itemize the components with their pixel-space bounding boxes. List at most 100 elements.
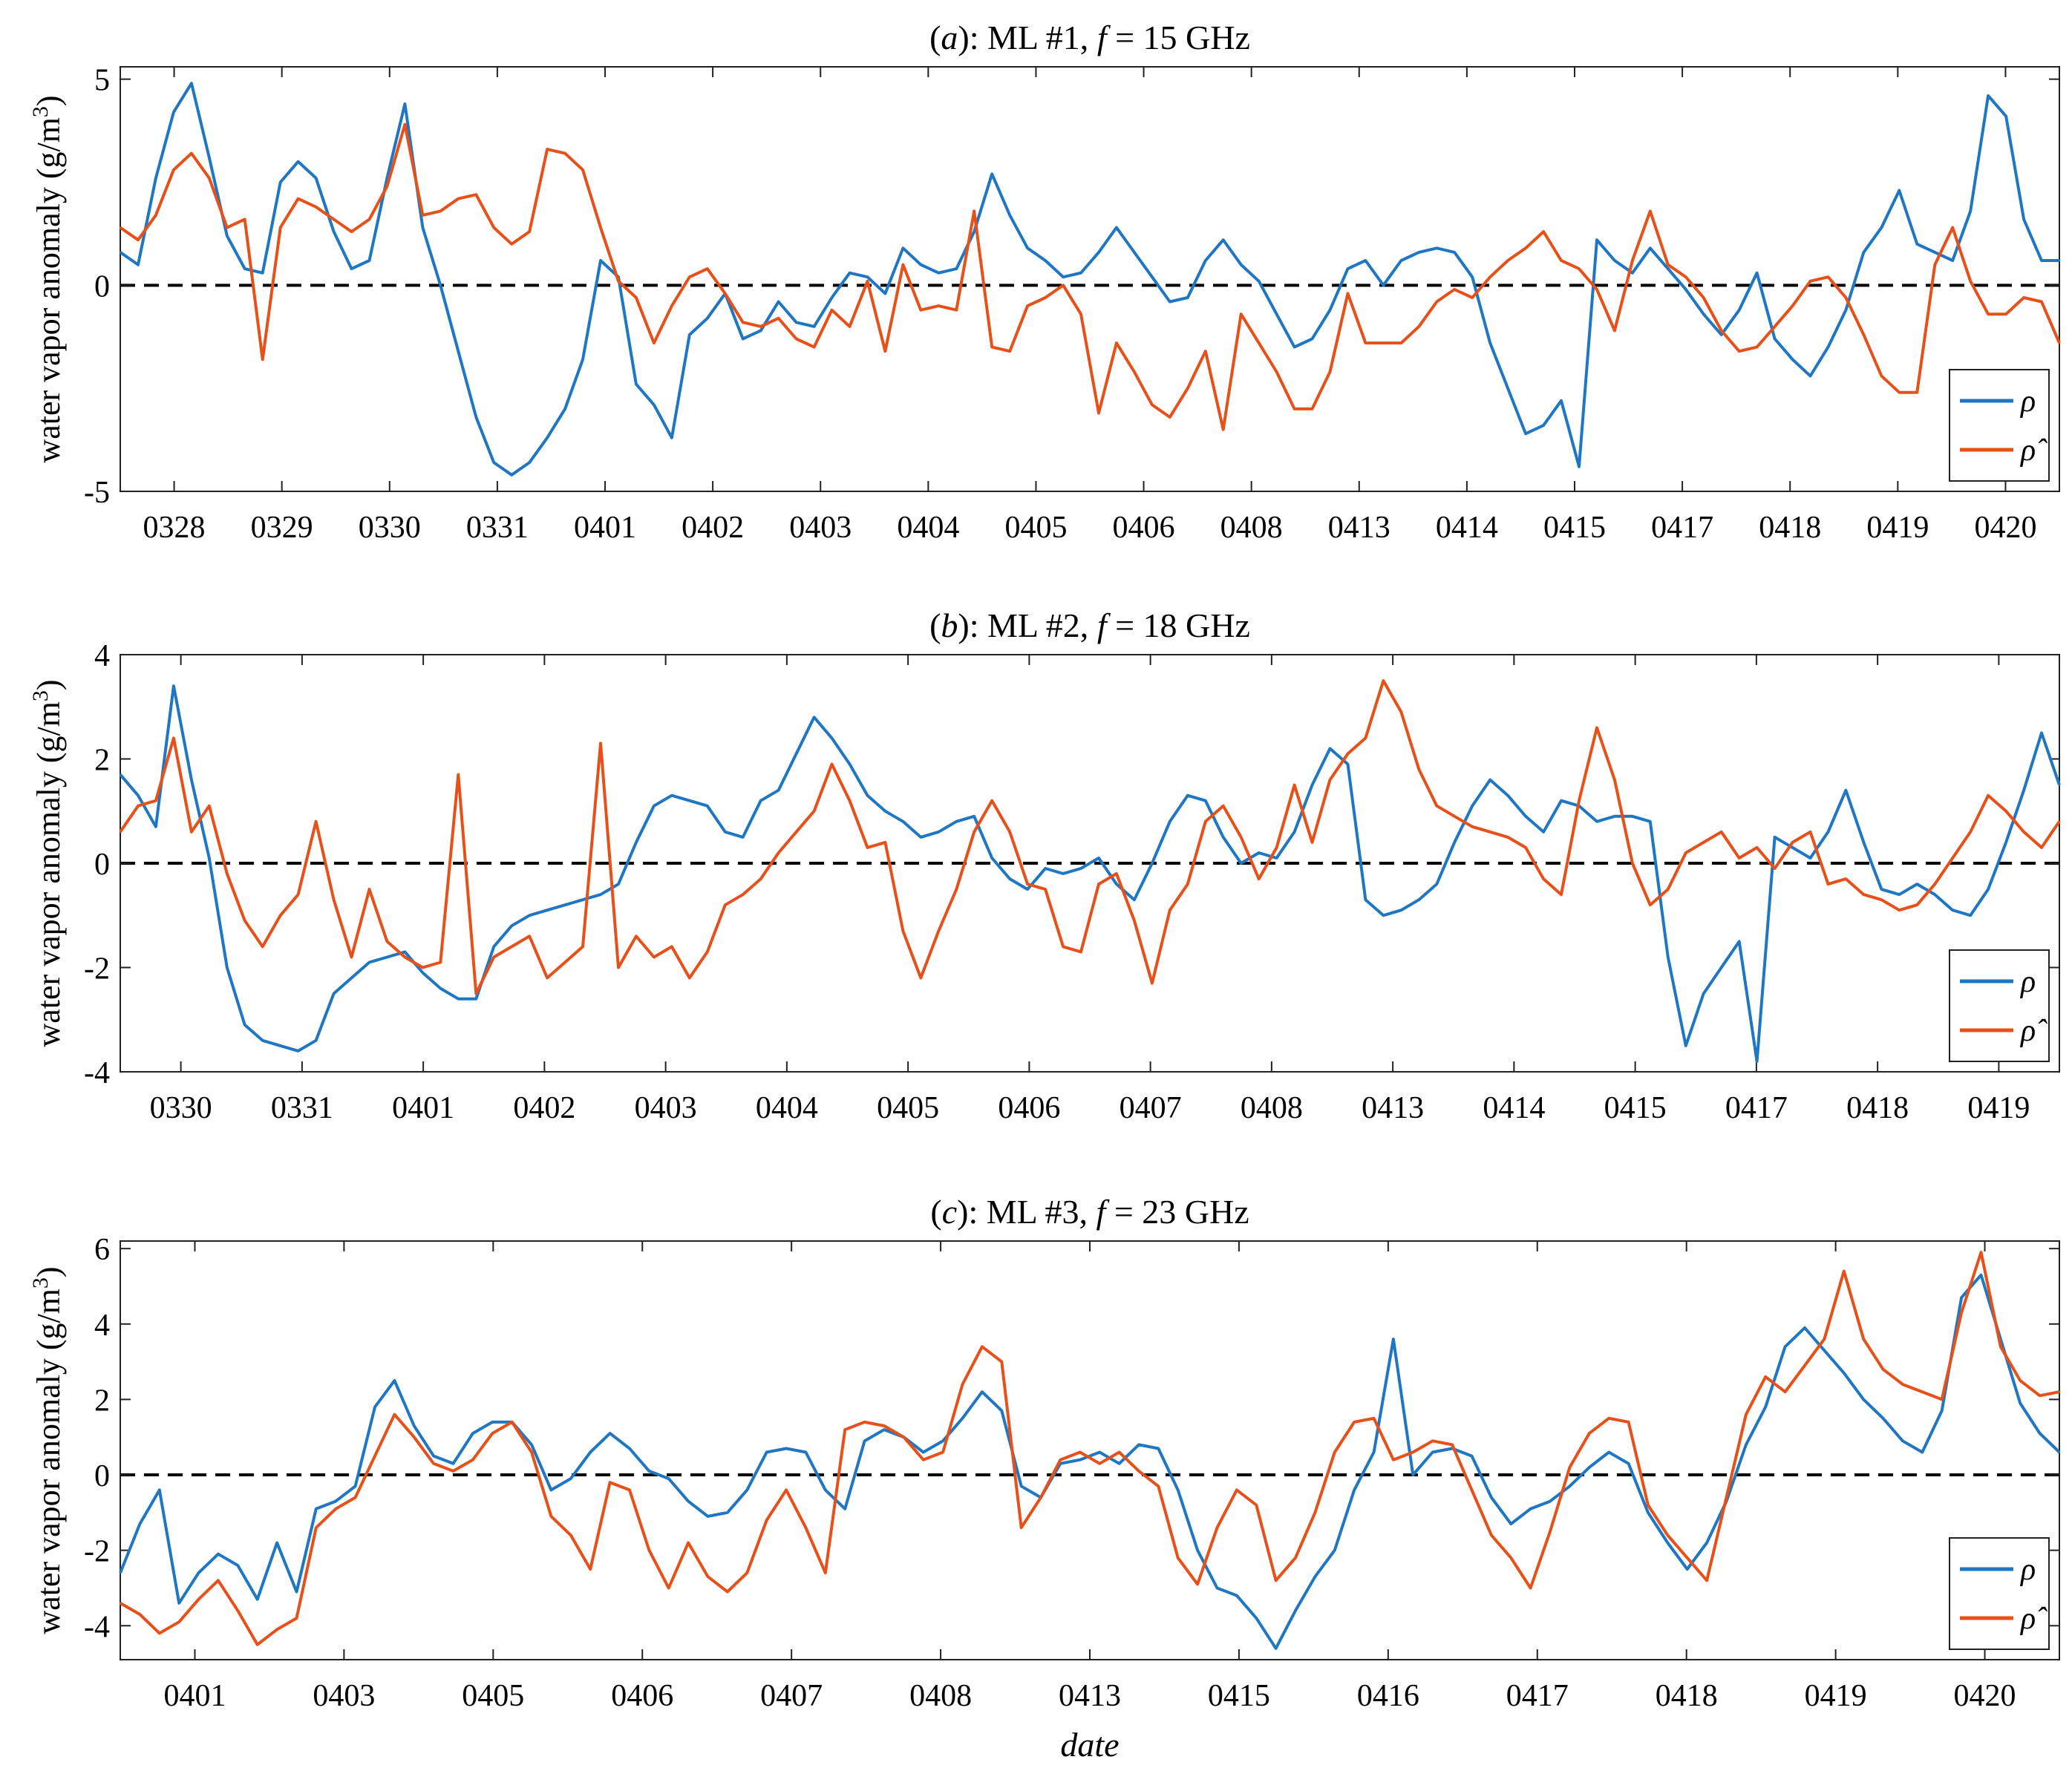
data-point-rho-hat bbox=[1365, 737, 1367, 739]
data-point-rho bbox=[1569, 1485, 1571, 1487]
data-point-rho-hat bbox=[119, 1602, 122, 1604]
data-point-rho bbox=[1863, 251, 1865, 254]
data-point-rho bbox=[335, 1500, 337, 1502]
data-point-rho bbox=[2004, 115, 2007, 117]
chart-title-letter: b bbox=[941, 606, 958, 644]
data-point-rho bbox=[1365, 899, 1367, 901]
data-point-rho bbox=[726, 1511, 729, 1514]
data-point-rho-hat bbox=[920, 977, 922, 979]
data-point-rho bbox=[1809, 375, 1811, 377]
data-point-rho-hat bbox=[158, 1632, 160, 1634]
data-point-rho bbox=[2040, 259, 2043, 262]
data-point-rho bbox=[2058, 1451, 2061, 1453]
data-point-rho-hat bbox=[1186, 387, 1189, 390]
data-point-rho bbox=[457, 350, 460, 353]
data-point-rho-hat bbox=[1392, 1459, 1395, 1461]
data-point-rho bbox=[2022, 218, 2025, 220]
data-point-rho-hat bbox=[1418, 325, 1420, 328]
data-point-rho bbox=[667, 1477, 670, 1480]
data-point-rho bbox=[119, 1571, 122, 1574]
data-point-rho bbox=[1970, 210, 1972, 212]
data-point-rho-hat bbox=[1044, 888, 1047, 891]
data-point-rho bbox=[475, 416, 477, 419]
data-point-rho bbox=[190, 82, 193, 85]
data-point-rho-hat bbox=[529, 935, 531, 937]
data-point-rho-hat bbox=[471, 1459, 474, 1461]
data-point-rho-hat bbox=[261, 359, 264, 361]
data-point-rho-hat bbox=[1738, 350, 1740, 353]
data-point-rho-hat bbox=[335, 1508, 337, 1510]
data-point-rho bbox=[1827, 346, 1829, 348]
data-point-rho-hat bbox=[1009, 831, 1011, 834]
data-point-rho bbox=[1627, 1462, 1630, 1465]
data-point-rho bbox=[172, 111, 175, 114]
data-point-rho-hat bbox=[1177, 1556, 1179, 1559]
data-point-rho-hat bbox=[1400, 711, 1402, 713]
data-point-rho-hat bbox=[1151, 404, 1154, 406]
legend: ρρ̂ bbox=[1949, 949, 2050, 1062]
data-point-rho bbox=[813, 716, 815, 718]
data-point-rho-hat bbox=[1595, 727, 1598, 729]
data-point-rho-hat bbox=[805, 1527, 807, 1529]
data-point-rho bbox=[973, 230, 975, 233]
legend-label: ρ bbox=[2019, 1553, 2036, 1587]
x-tick-label: 0402 bbox=[513, 1091, 575, 1125]
data-point-rho-hat bbox=[1631, 862, 1634, 865]
data-point-rho-hat bbox=[1020, 1527, 1022, 1529]
x-tick-label: 0418 bbox=[1656, 1679, 1718, 1713]
y-tick-label: -2 bbox=[84, 952, 110, 986]
data-point-rho-hat bbox=[955, 309, 958, 311]
data-point-rho-hat bbox=[237, 1609, 239, 1612]
data-point-rho-hat bbox=[1506, 836, 1509, 839]
data-point-rho bbox=[422, 226, 424, 229]
data-point-rho bbox=[1934, 894, 1936, 896]
data-point-rho-hat bbox=[1960, 1312, 1963, 1314]
y-tick-label: 0 bbox=[94, 1459, 110, 1493]
data-point-rho-hat bbox=[831, 763, 833, 765]
y-axis-label-superscript: 3 bbox=[28, 106, 53, 117]
data-point-rho bbox=[386, 177, 388, 180]
data-point-rho-hat bbox=[2022, 831, 2025, 834]
data-point-rho bbox=[635, 841, 638, 844]
data-point-rho-hat bbox=[1079, 313, 1082, 315]
data-point-rho-hat bbox=[154, 214, 157, 217]
data-point-rho-hat bbox=[849, 799, 851, 802]
data-point-rho bbox=[1791, 359, 1794, 361]
x-tick-label: 0420 bbox=[1954, 1679, 2016, 1713]
data-point-rho-hat bbox=[903, 1436, 905, 1438]
data-point-rho-hat bbox=[973, 831, 975, 834]
data-point-rho bbox=[902, 247, 904, 249]
data-point-rho bbox=[1845, 789, 1847, 791]
x-tick-label: 0414 bbox=[1436, 511, 1498, 545]
y-tick-label: -2 bbox=[84, 1535, 110, 1569]
data-point-rho bbox=[217, 1553, 220, 1555]
data-point-rho-hat bbox=[491, 1432, 494, 1435]
data-point-rho bbox=[849, 763, 851, 765]
data-point-rho bbox=[1418, 251, 1420, 254]
data-point-rho bbox=[849, 272, 851, 274]
data-point-rho-hat bbox=[863, 1421, 866, 1424]
data-point-rho bbox=[1549, 1500, 1552, 1502]
data-point-rho bbox=[1216, 1587, 1218, 1589]
data-point-rho bbox=[941, 1440, 944, 1442]
x-tick-label: 0404 bbox=[756, 1091, 818, 1125]
data-point-rho bbox=[422, 972, 424, 974]
y-tick-label: -4 bbox=[84, 1056, 110, 1090]
data-point-rho-hat bbox=[1952, 226, 1954, 229]
data-point-rho bbox=[955, 267, 958, 270]
data-point-rho-hat bbox=[1240, 313, 1242, 315]
data-point-rho bbox=[1009, 877, 1011, 880]
data-point-rho bbox=[373, 1406, 376, 1408]
data-point-rho-hat bbox=[1489, 276, 1491, 278]
data-point-rho bbox=[297, 1050, 299, 1053]
data-point-rho-hat bbox=[493, 956, 495, 958]
series-line-rho bbox=[119, 82, 2059, 477]
data-point-rho-hat bbox=[511, 1421, 513, 1424]
data-point-rho-hat bbox=[119, 226, 122, 229]
data-point-rho-hat bbox=[824, 1571, 827, 1574]
x-tick-label: 0406 bbox=[998, 1091, 1060, 1125]
data-point-rho-hat bbox=[1216, 1527, 1218, 1529]
data-point-rho-hat bbox=[653, 956, 656, 958]
data-point-rho-hat bbox=[197, 1598, 200, 1600]
legend-box bbox=[1949, 369, 2050, 482]
